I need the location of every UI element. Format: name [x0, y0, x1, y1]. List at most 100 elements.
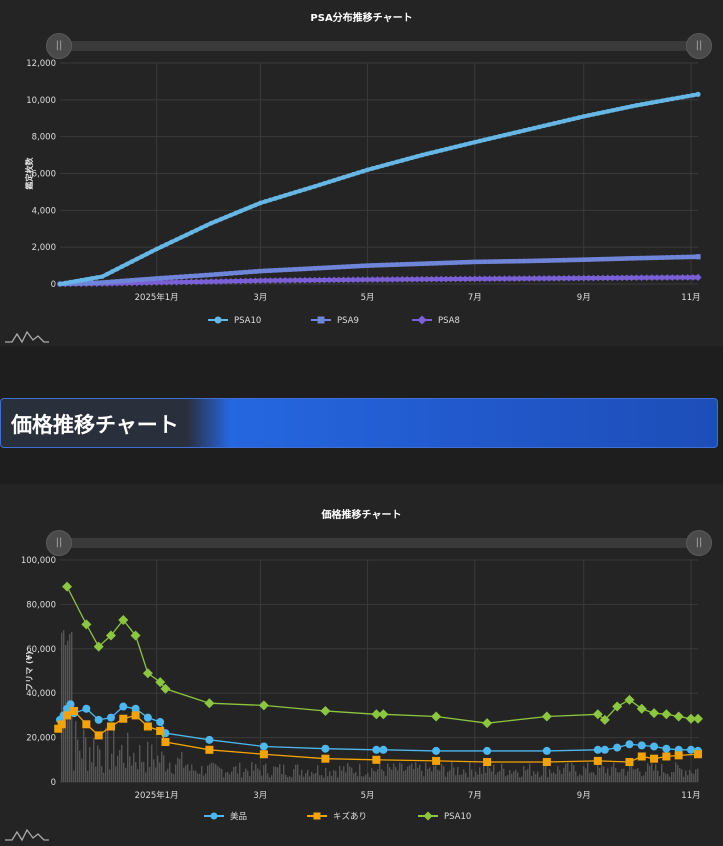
volume-bar — [547, 777, 549, 782]
data-point — [424, 151, 430, 157]
volume-bar — [383, 771, 385, 782]
data-point — [57, 281, 63, 287]
volume-bar — [511, 773, 513, 782]
data-point — [119, 714, 128, 723]
data-point — [595, 256, 601, 262]
data-point — [419, 261, 425, 267]
volume-bar — [379, 763, 381, 782]
data-point — [262, 277, 269, 284]
volume-bar — [481, 773, 483, 782]
data-point — [375, 164, 380, 170]
range-slider-right-handle[interactable]: || — [686, 530, 712, 556]
volume-bar — [293, 769, 295, 782]
data-point — [372, 755, 381, 764]
volume-bar — [495, 774, 497, 782]
volume-bar — [127, 732, 129, 782]
volume-bar — [341, 770, 343, 782]
volume-bar — [279, 764, 281, 782]
legend-item[interactable]: PSA8 — [438, 316, 460, 326]
data-point — [546, 258, 552, 263]
range-slider-track[interactable] — [58, 41, 698, 51]
data-point — [84, 277, 89, 282]
data-point — [89, 276, 94, 281]
volume-bar — [137, 769, 139, 782]
volume-bar — [631, 766, 633, 782]
volume-bar — [285, 774, 287, 782]
legend-item[interactable]: 美品 — [230, 811, 247, 822]
data-point — [164, 275, 169, 281]
volume-bar — [119, 749, 121, 782]
volume-bar — [623, 768, 625, 782]
range-slider-left-handle[interactable]: || — [46, 530, 72, 556]
volume-bar — [123, 762, 125, 782]
volume-bar — [519, 777, 521, 782]
data-point — [429, 261, 434, 266]
data-point — [453, 144, 458, 150]
range-slider-right-handle[interactable]: || — [686, 33, 712, 59]
data-point — [325, 276, 333, 284]
data-point — [331, 178, 337, 183]
data-point — [129, 278, 135, 283]
data-point — [629, 256, 634, 261]
data-point — [634, 103, 639, 108]
volume-bar — [267, 773, 269, 782]
data-point — [389, 276, 396, 283]
volume-bar — [635, 769, 637, 782]
data-point — [442, 275, 450, 283]
data-point — [62, 581, 73, 592]
volume-bar — [609, 775, 611, 782]
volume-bar — [525, 770, 527, 782]
data-point — [526, 127, 532, 132]
data-point — [192, 278, 200, 286]
volume-bar — [677, 764, 679, 782]
data-point — [615, 256, 620, 262]
volume-bar — [663, 772, 665, 782]
volume-bar — [251, 762, 253, 782]
legend-item[interactable]: キズあり — [333, 811, 367, 822]
data-point — [593, 745, 602, 754]
data-point — [320, 705, 331, 716]
volume-bar — [401, 763, 403, 782]
data-point — [650, 742, 659, 751]
data-point — [591, 257, 596, 262]
data-point — [639, 255, 644, 261]
data-point — [93, 641, 104, 652]
volume-bar — [87, 770, 89, 782]
volume-bar — [587, 762, 589, 782]
data-point — [370, 263, 375, 268]
data-point — [467, 141, 473, 146]
legend-item[interactable]: PSA9 — [337, 316, 359, 326]
volume-bar — [497, 772, 499, 782]
data-point — [438, 148, 444, 153]
data-point — [336, 264, 342, 270]
volume-bar — [611, 766, 613, 782]
data-point — [179, 274, 184, 280]
data-point — [521, 275, 528, 282]
data-point — [531, 258, 537, 264]
data-point — [336, 176, 342, 182]
data-point — [522, 128, 527, 133]
legend-item[interactable]: PSA10 — [444, 812, 471, 822]
range-slider-left-handle[interactable]: || — [46, 33, 72, 59]
volume-bar — [191, 764, 193, 782]
data-point — [252, 277, 259, 285]
legend-item[interactable]: PSA10 — [234, 316, 261, 326]
data-point — [213, 218, 219, 224]
volume-bar — [693, 773, 695, 782]
volume-bar — [103, 772, 105, 782]
data-point — [259, 742, 268, 751]
data-point — [208, 272, 214, 278]
data-point — [428, 275, 435, 283]
data-point — [203, 272, 209, 278]
data-point — [599, 714, 610, 725]
volume-bar — [585, 768, 587, 782]
y-axis-label: フリマ (¥) — [25, 651, 34, 691]
volume-bar — [295, 764, 297, 782]
volume-bar — [503, 768, 505, 782]
data-point — [222, 278, 230, 285]
volume-bar — [283, 764, 285, 782]
volume-bar — [325, 767, 327, 782]
range-slider-track[interactable] — [58, 538, 698, 548]
data-point — [138, 279, 146, 287]
data-point — [243, 269, 248, 275]
